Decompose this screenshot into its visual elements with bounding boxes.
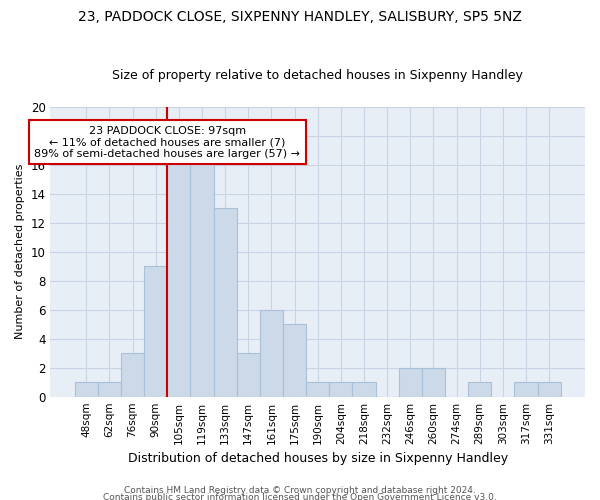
Bar [167, 136, 190, 396]
Text: 23, PADDOCK CLOSE, SIXPENNY HANDLEY, SALISBURY, SP5 5NZ: 23, PADDOCK CLOSE, SIXPENNY HANDLEY, SAL… [78, 10, 522, 24]
Bar [468, 382, 491, 396]
X-axis label: Distribution of detached houses by size in Sixpenny Handley: Distribution of detached houses by size … [128, 452, 508, 465]
Bar [399, 368, 422, 396]
Bar [306, 382, 329, 396]
Bar [214, 208, 237, 396]
Bar [538, 382, 561, 396]
Text: Contains public sector information licensed under the Open Government Licence v3: Contains public sector information licen… [103, 494, 497, 500]
Y-axis label: Number of detached properties: Number of detached properties [15, 164, 25, 340]
Bar [237, 353, 260, 397]
Bar [98, 382, 121, 396]
Bar [352, 382, 376, 396]
Bar [260, 310, 283, 396]
Text: Contains HM Land Registry data © Crown copyright and database right 2024.: Contains HM Land Registry data © Crown c… [124, 486, 476, 495]
Bar [514, 382, 538, 396]
Bar [144, 266, 167, 396]
Bar [422, 368, 445, 396]
Bar [190, 136, 214, 396]
Bar [283, 324, 306, 396]
Bar [75, 382, 98, 396]
Bar [329, 382, 352, 396]
Title: Size of property relative to detached houses in Sixpenny Handley: Size of property relative to detached ho… [112, 69, 523, 82]
Text: 23 PADDOCK CLOSE: 97sqm
← 11% of detached houses are smaller (7)
89% of semi-det: 23 PADDOCK CLOSE: 97sqm ← 11% of detache… [34, 126, 300, 159]
Bar [121, 353, 144, 397]
